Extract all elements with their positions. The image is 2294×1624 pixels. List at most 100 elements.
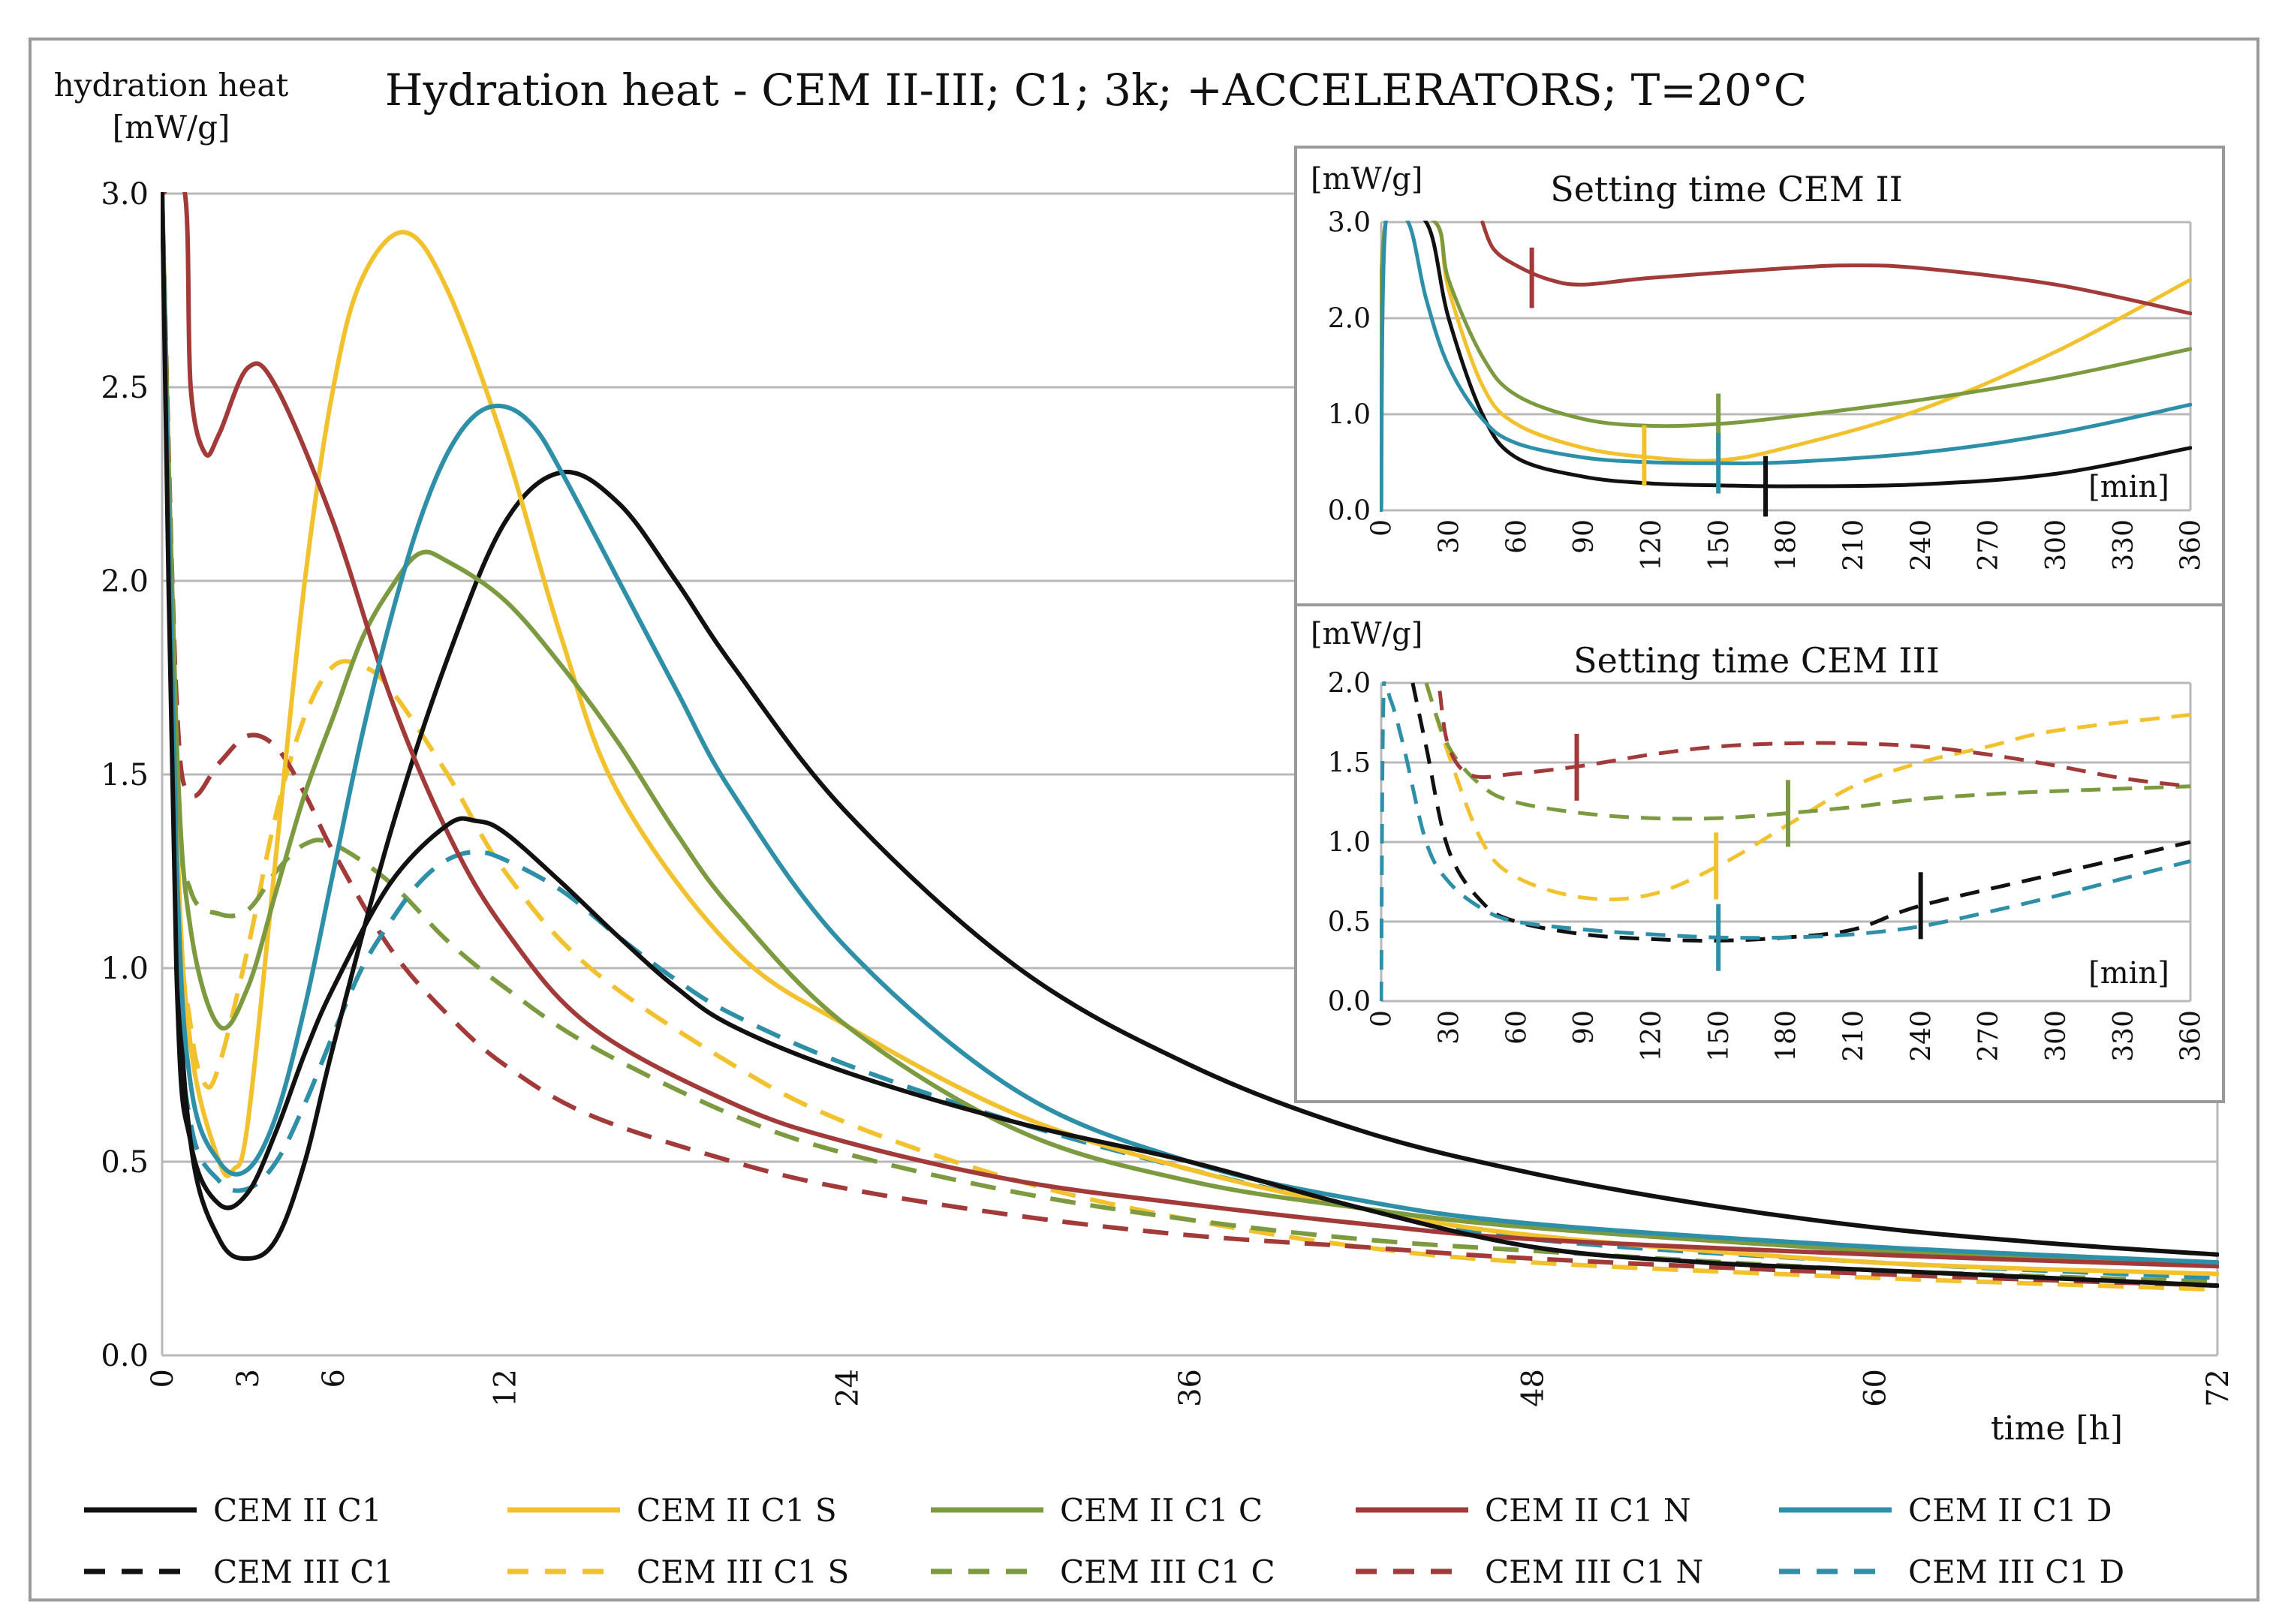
inset1-y-tick-label: 2.0 (1328, 304, 1371, 335)
inset2-setting-markers (1574, 733, 1923, 971)
main-y-tick-label: 2.0 (101, 564, 149, 599)
inset2-y-tick-label: 1.5 (1328, 748, 1371, 779)
inset2-y-tick-label: 0.0 (1328, 987, 1371, 1018)
inset2-x-tick-label: 30 (1434, 1010, 1465, 1045)
inset2-x-tick-label: 0 (1367, 1010, 1398, 1027)
inset2-x-tick-label: 330 (2109, 1010, 2139, 1062)
inset1-y-tick-labels: 0.0 1.0 2.0 3.0 (1328, 208, 1371, 527)
inset1-x-tick-label: 330 (2109, 519, 2139, 571)
main-y-tick-label: 3.0 (101, 177, 149, 212)
inset1-x-tick-label: 360 (2176, 519, 2207, 571)
inset1-x-tick-label: 0 (1367, 519, 1398, 537)
main-y-tick-label: 1.5 (101, 758, 149, 792)
main-y-tick-label: 2.5 (101, 371, 149, 405)
inset1-x-tick-label: 240 (1906, 519, 1937, 571)
main-x-tick-label: 3 (231, 1369, 266, 1388)
inset1-x-label: [min] (2088, 470, 2169, 504)
series-line-cem-iii-c1-d (1380, 681, 2191, 1002)
legend-label: CEM II C1 D (1908, 1492, 2112, 1529)
main-x-tick-labels: 0 3 6 12 24 36 48 60 72 (146, 1369, 2235, 1407)
legend-label: CEM III C1 N (1485, 1553, 1703, 1590)
main-x-tick-label: 12 (488, 1369, 522, 1407)
y-axis-label-line2: [mW/g] (113, 109, 230, 146)
chart-title: Hydration heat - CEM II-III; C1; 3k; +AC… (385, 65, 1807, 116)
main-y-tick-label: 1.0 (101, 952, 149, 986)
inset2-x-tick-labels: 0 30 60 90 120 150 180 210 240 270 300 330 360 (1367, 1010, 2207, 1062)
inset2-y-label: [mW/g] (1311, 617, 1422, 651)
inset2-y-tick-label: 1.0 (1328, 828, 1371, 859)
main-x-tick-label: 60 (1859, 1369, 1893, 1407)
inset2-series-lines (1380, 681, 2191, 1002)
series-line-cem-iii-c1-c (1424, 682, 2191, 821)
main-x-tick-label: 0 (146, 1369, 180, 1388)
main-y-tick-label: 0.0 (101, 1339, 149, 1373)
inset1-setting-markers (1529, 247, 1769, 517)
inset1-title: Setting time CEM II (1550, 169, 1903, 209)
inset1-x-tick-label: 150 (1704, 519, 1735, 571)
inset1-x-tick-label: 60 (1501, 519, 1532, 554)
inset2-x-tick-label: 210 (1838, 1010, 1869, 1062)
series-line-cem-iii-c1 (1410, 682, 2191, 943)
inset2-y-tick-labels: 0.0 0.5 1.0 1.5 2.0 (1328, 669, 1371, 1018)
main-x-tick-label: 72 (2201, 1369, 2235, 1407)
inset1-x-tick-label: 30 (1434, 519, 1465, 554)
series-line-cem-ii-c1 (161, 192, 2219, 1262)
main-x-tick-label: 24 (831, 1369, 866, 1407)
series-line-cem-ii-c1-c (1380, 221, 2192, 512)
series-line-cem-iii-c1-d (161, 193, 2218, 1280)
inset1-x-tick-label: 210 (1838, 519, 1869, 571)
inset2-x-tick-label: 60 (1501, 1010, 1532, 1045)
inset1-x-tick-labels: 0 30 60 90 120 150 180 210 240 270 300 330 360 (1367, 519, 2207, 571)
legend-label: CEM III C1 D (1908, 1553, 2124, 1590)
y-axis-label-line1: hydration heat (54, 67, 289, 104)
legend-label: CEM III C1 S (637, 1553, 849, 1590)
inset2-y-tick-label: 2.0 (1328, 669, 1371, 699)
inset2-x-tick-label: 270 (1973, 1010, 2004, 1062)
series-line-cem-ii-c1-c (161, 192, 2219, 1269)
inset1-x-tick-label: 90 (1569, 519, 1600, 554)
series-line-cem-iii-c1-n (161, 193, 2218, 1289)
inset1-x-tick-label: 300 (2041, 519, 2072, 571)
main-y-tick-label: 0.5 (101, 1145, 149, 1180)
series-line-cem-ii-c1-n (1480, 221, 2192, 316)
series-line-cem-iii-c1-s (1424, 682, 2191, 902)
inset2-x-tick-label: 180 (1772, 1010, 1802, 1062)
main-x-tick-label: 36 (1173, 1369, 1208, 1407)
x-axis-label: time [h] (1991, 1409, 2123, 1448)
inset2-x-tick-label: 240 (1906, 1010, 1937, 1062)
inset2-x-tick-label: 300 (2041, 1010, 2072, 1062)
series-line-cem-iii-c1 (161, 192, 2219, 1289)
legend-label: CEM II C1 C (1060, 1492, 1263, 1529)
series-line-cem-iii-c1-n (1438, 690, 2191, 789)
inset1-y-label: [mW/g] (1311, 162, 1422, 197)
inset2-x-label: [min] (2088, 956, 2169, 991)
inset1-y-tick-label: 0.0 (1328, 496, 1371, 527)
legend-label: CEM II C1 N (1485, 1492, 1691, 1529)
legend-label: CEM II C1 (213, 1492, 382, 1529)
legend: CEM II C1 CEM II C1 S CEM II C1 C CEM II C1… (84, 1492, 2124, 1590)
legend-label: CEM III C1 C (1060, 1553, 1275, 1590)
main-series-lines (161, 192, 2219, 1292)
inset2-x-tick-label: 360 (2176, 1010, 2207, 1062)
legend-label: CEM II C1 S (637, 1492, 837, 1529)
main-x-tick-label: 6 (317, 1369, 351, 1388)
inset1-y-tick-label: 1.0 (1328, 400, 1371, 431)
inset1-series-lines (1380, 221, 2192, 512)
legend-label: CEM III C1 (213, 1553, 394, 1590)
inset2-title: Setting time CEM III (1573, 640, 1940, 681)
inset2-x-tick-label: 120 (1636, 1010, 1667, 1062)
inset1-x-tick-label: 180 (1772, 519, 1802, 571)
inset1-y-tick-label: 3.0 (1328, 208, 1371, 239)
main-y-tick-labels: 0.0 0.5 1.0 1.5 2.0 2.5 3.0 (101, 177, 149, 1373)
series-line-cem-ii-c1-d (161, 192, 2219, 1265)
inset1-x-tick-label: 270 (1973, 519, 2004, 571)
series-line-cem-iii-c1-c (161, 193, 2218, 1284)
inset2-x-tick-label: 150 (1704, 1010, 1735, 1062)
series-line-cem-ii-c1-d (1380, 221, 2192, 512)
inset-setting-time-cem-ii: [mW/g] Setting time CEM II [min] 0.0 1.0 2… (1294, 146, 2225, 606)
inset1-x-tick-label: 120 (1636, 519, 1667, 571)
inset2-y-tick-label: 0.5 (1328, 907, 1371, 938)
series-line-cem-ii-c1 (1380, 221, 2192, 512)
main-x-tick-label: 48 (1516, 1369, 1550, 1407)
